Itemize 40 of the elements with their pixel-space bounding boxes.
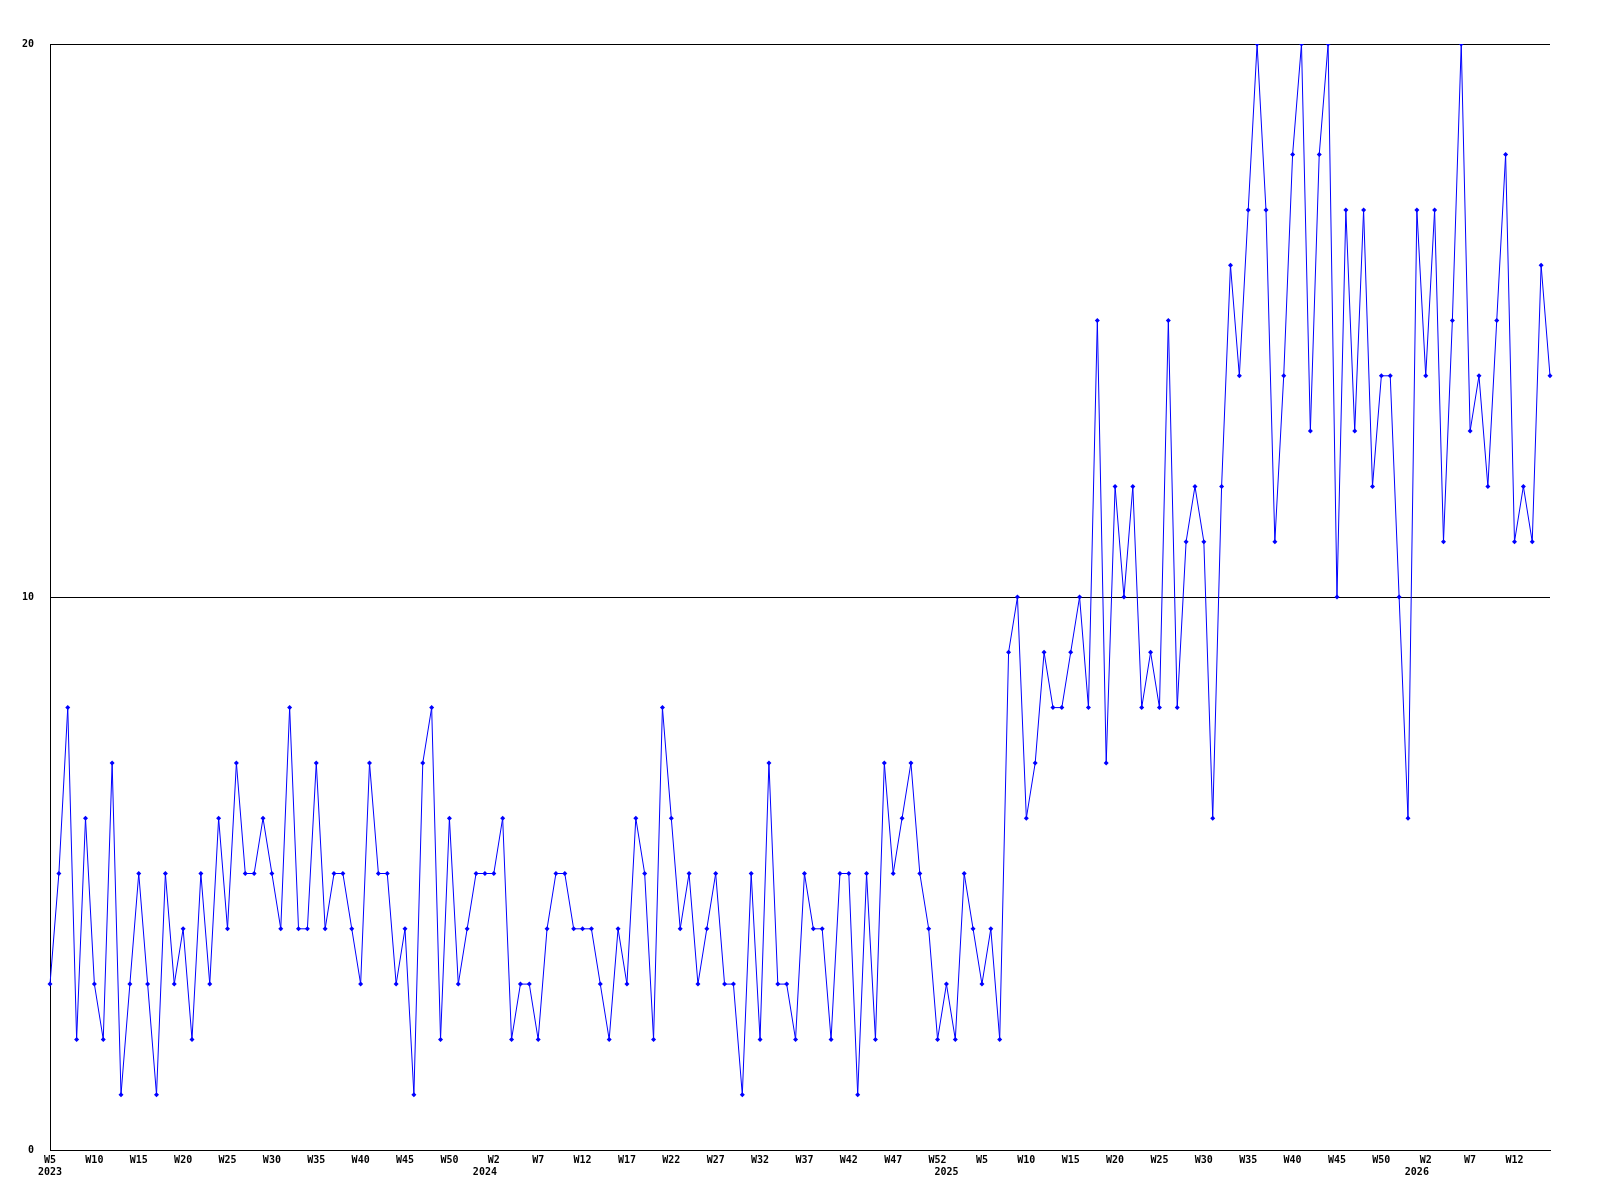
x-tick-label: W30 <box>262 1153 281 1165</box>
x-tick-label: W12 <box>573 1153 592 1165</box>
x-tick-label: W10 <box>1017 1153 1036 1165</box>
x-tick-label: W17 <box>617 1153 636 1165</box>
x-tick-label: W40 <box>351 1153 370 1165</box>
x-tick-label: 2026 <box>1404 1165 1429 1177</box>
x-tick-label: W45 <box>396 1153 415 1165</box>
x-tick-label: W50 <box>440 1153 459 1165</box>
x-tick-label: W2 <box>1419 1153 1432 1165</box>
x-tick-label: W50 <box>1372 1153 1391 1165</box>
x-tick-label: 2024 <box>472 1165 497 1177</box>
x-tick-label: W32 <box>751 1153 770 1165</box>
x-tick-label: W2 <box>487 1153 500 1165</box>
x-tick-label: W45 <box>1327 1153 1347 1165</box>
x-tick-label: W7 <box>1464 1153 1477 1165</box>
x-tick-label: W30 <box>1194 1153 1213 1165</box>
x-tick-label: W7 <box>532 1153 545 1165</box>
x-tick-label: W15 <box>129 1153 148 1165</box>
x-tick-label: W25 <box>218 1153 237 1165</box>
y-tick-label: 20 <box>21 37 34 49</box>
x-tick-label: W20 <box>174 1153 193 1165</box>
x-tick-label: W5 2023 <box>37 1153 63 1177</box>
x-tick-label: W10 <box>85 1153 104 1165</box>
x-tick-label: W35 <box>307 1153 326 1165</box>
x-tick-label: W12 <box>1505 1153 1524 1165</box>
x-tick-label: W52 <box>928 1153 947 1165</box>
x-tick-label: W15 <box>1061 1153 1080 1165</box>
y-tick-label: 0 <box>27 1143 34 1155</box>
x-tick-label: W20 <box>1106 1153 1125 1165</box>
x-tick-label: W42 <box>839 1153 858 1165</box>
x-tick-label: W35 <box>1239 1153 1258 1165</box>
x-tick-label: W27 <box>706 1153 725 1165</box>
x-tick-label: W5 <box>975 1153 988 1165</box>
x-tick-label: W22 <box>662 1153 681 1165</box>
x-tick-label: W37 <box>795 1153 814 1165</box>
x-tick-label: 2025 <box>934 1165 959 1177</box>
x-tick-label: W40 <box>1283 1153 1302 1165</box>
x-tick-label: W25 <box>1150 1153 1169 1165</box>
y-tick-label: 10 <box>21 590 34 602</box>
x-tick-label: W47 <box>884 1153 903 1165</box>
